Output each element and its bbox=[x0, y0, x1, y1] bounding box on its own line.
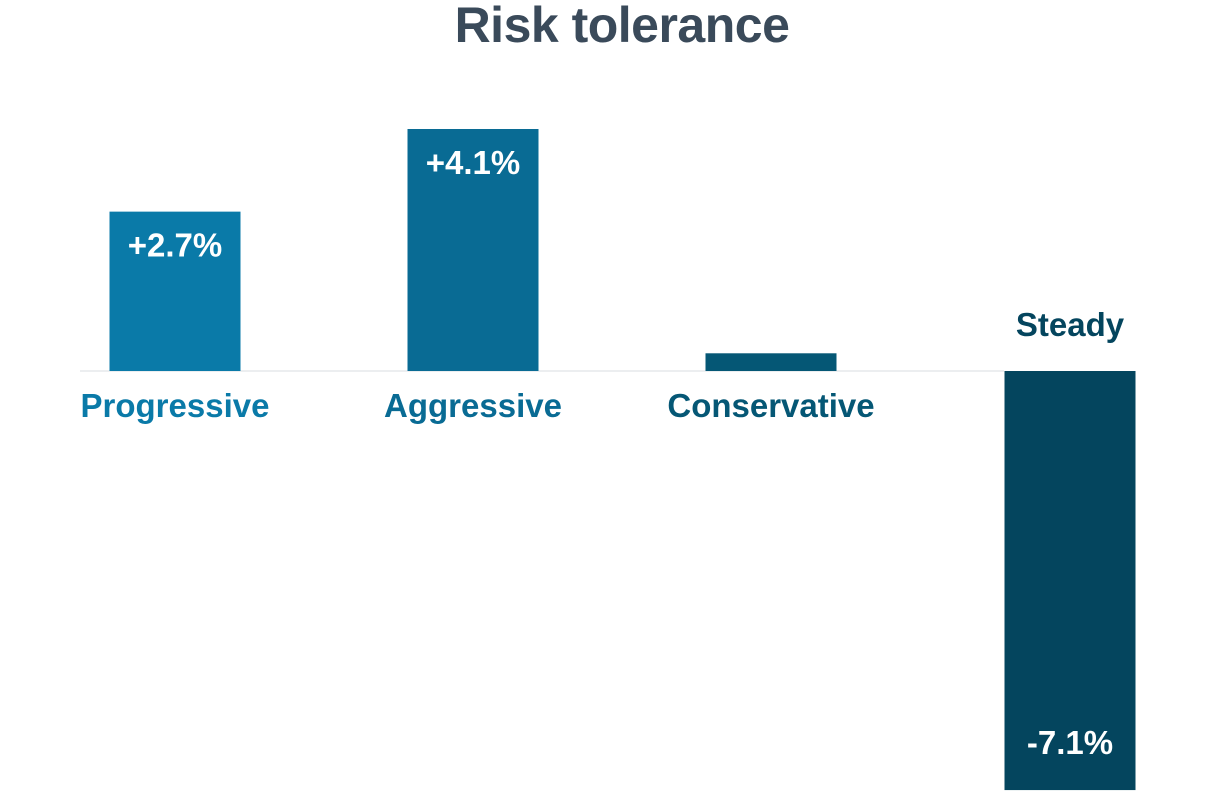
bar-conservative bbox=[705, 353, 837, 371]
bar-progressive bbox=[109, 211, 241, 371]
category-label-steady: Steady bbox=[1016, 306, 1125, 343]
value-label-aggressive: +4.1% bbox=[426, 144, 521, 181]
value-label-conservative: +0.3% bbox=[724, 368, 819, 405]
category-label-conservative: Conservative bbox=[667, 387, 874, 424]
category-label-progressive: Progressive bbox=[81, 387, 270, 424]
bar-steady bbox=[1004, 371, 1136, 791]
value-label-progressive: +2.7% bbox=[128, 227, 223, 264]
bar-aggressive bbox=[407, 129, 539, 371]
category-label-aggressive: Aggressive bbox=[384, 387, 562, 424]
value-label-steady: -7.1% bbox=[1027, 724, 1113, 761]
chart-title: Risk tolerance bbox=[454, 0, 790, 53]
